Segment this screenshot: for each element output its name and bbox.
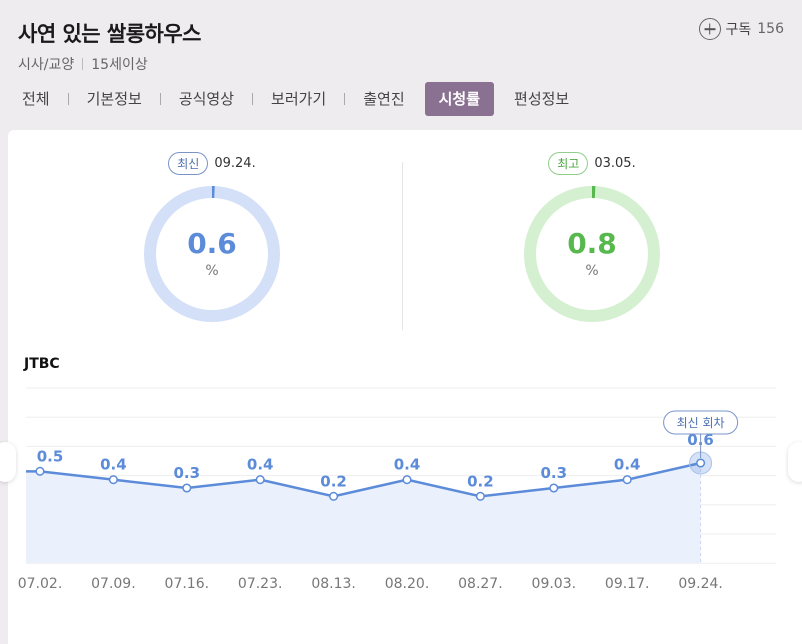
x-tick-label: 07.02. xyxy=(18,576,63,592)
best-rating-head: 최고 03.05. xyxy=(492,152,692,175)
tab-cast[interactable]: 출연진 xyxy=(363,90,405,108)
program-genre: 시사/교양 xyxy=(18,57,75,73)
x-tick-label: 09.03. xyxy=(532,576,577,592)
data-point xyxy=(329,491,339,501)
data-point xyxy=(108,475,118,485)
data-point xyxy=(475,491,485,501)
x-tick-label: 09.24. xyxy=(678,576,723,592)
program-rating: 15세이상 xyxy=(91,57,148,73)
x-tick-label: 08.20. xyxy=(385,576,430,592)
data-point xyxy=(255,475,265,485)
best-badge: 최고 xyxy=(548,152,589,175)
stats-divider xyxy=(402,162,403,330)
latest-badge: 최신 xyxy=(168,152,209,175)
best-rating: 최고 03.05. 0.8 % xyxy=(492,152,692,323)
program-header: 사연 있는 쌀롱하우스 시사/교양 15세이상 구독 156 전체 기본정보 공… xyxy=(0,0,802,130)
latest-date: 09.24. xyxy=(214,156,256,171)
program-meta: 시사/교양 15세이상 xyxy=(18,54,148,74)
plus-icon xyxy=(698,18,721,40)
latest-rating: 최신 09.24. 0.6 % xyxy=(112,152,312,323)
x-tick-label: 09.17. xyxy=(605,576,650,592)
latest-donut-ring xyxy=(144,186,280,322)
best-donut: 0.8 % xyxy=(523,185,661,323)
tab-basic-info[interactable]: 기본정보 xyxy=(86,90,142,108)
data-label: 0.4 xyxy=(394,456,421,474)
series-area xyxy=(26,463,701,563)
data-label: 0.4 xyxy=(247,456,274,474)
x-tick-label: 07.09. xyxy=(91,576,136,592)
data-point xyxy=(622,475,632,485)
tab-divider xyxy=(159,93,161,105)
data-label: 0.4 xyxy=(100,456,127,474)
best-date: 03.05. xyxy=(594,156,636,171)
tab-watch[interactable]: 보러가기 xyxy=(271,90,327,108)
best-unit: % xyxy=(585,263,599,279)
data-label: 0.2 xyxy=(320,472,347,490)
x-tick-label: 07.16. xyxy=(165,576,210,592)
tab-divider xyxy=(344,93,346,105)
latest-value: 0.6 xyxy=(187,227,237,260)
latest-unit: % xyxy=(205,263,219,279)
data-label: 0.3 xyxy=(174,464,201,482)
latest-episode-label: 최신 회차 xyxy=(677,416,725,430)
best-donut-ring xyxy=(524,186,660,322)
data-point xyxy=(696,458,706,468)
latest-episode-callout xyxy=(663,410,739,435)
data-label: 0.2 xyxy=(467,472,494,490)
x-tick-label: 08.27. xyxy=(458,576,503,592)
x-tick-label: 07.23. xyxy=(238,576,283,592)
latest-donut-fill xyxy=(144,186,280,322)
latest-rating-head: 최신 09.24. xyxy=(112,152,312,175)
tab-official-video[interactable]: 공식영상 xyxy=(178,90,235,108)
program-title: 사연 있는 쌀롱하우스 xyxy=(18,22,202,46)
data-point xyxy=(35,466,45,476)
tab-divider xyxy=(252,93,254,105)
latest-donut: 0.6 % xyxy=(143,185,281,323)
subscribe-button[interactable]: 구독 156 xyxy=(698,18,784,40)
best-value: 0.8 xyxy=(567,227,617,260)
x-tick-label: 08.13. xyxy=(311,576,356,592)
tab-schedule[interactable]: 편성정보 xyxy=(514,90,570,108)
ratings-line-chart: 0.5 07.02. 0.4 07.09. 0.3 07.16. 0.4 07.23. 0.2 0… xyxy=(18,387,776,592)
subscribe-count: 156 xyxy=(757,21,784,37)
data-point xyxy=(402,475,412,485)
chart-prev-button[interactable] xyxy=(0,442,16,482)
subscribe-label: 구독 xyxy=(725,22,752,38)
meta-divider xyxy=(82,58,84,70)
tab-bar: 전체 기본정보 공식영상 보러가기 출연진 시청률 편성정보 xyxy=(18,82,573,116)
data-label: 0.4 xyxy=(614,456,641,474)
ratings-card: 최신 09.24. 0.6 % 최고 03.05. 0.8 % JTBC 0. xyxy=(8,130,802,644)
tab-ratings[interactable]: 시청률 xyxy=(424,82,495,116)
data-point xyxy=(549,483,559,493)
chart-next-button[interactable] xyxy=(788,442,802,482)
channel-name: JTBC xyxy=(24,356,60,372)
data-point xyxy=(182,483,192,493)
data-label: 0.5 xyxy=(37,447,64,465)
tab-divider xyxy=(67,93,69,105)
data-label: 0.3 xyxy=(541,464,568,482)
best-donut-fill xyxy=(524,186,660,322)
tab-all[interactable]: 전체 xyxy=(22,90,50,108)
